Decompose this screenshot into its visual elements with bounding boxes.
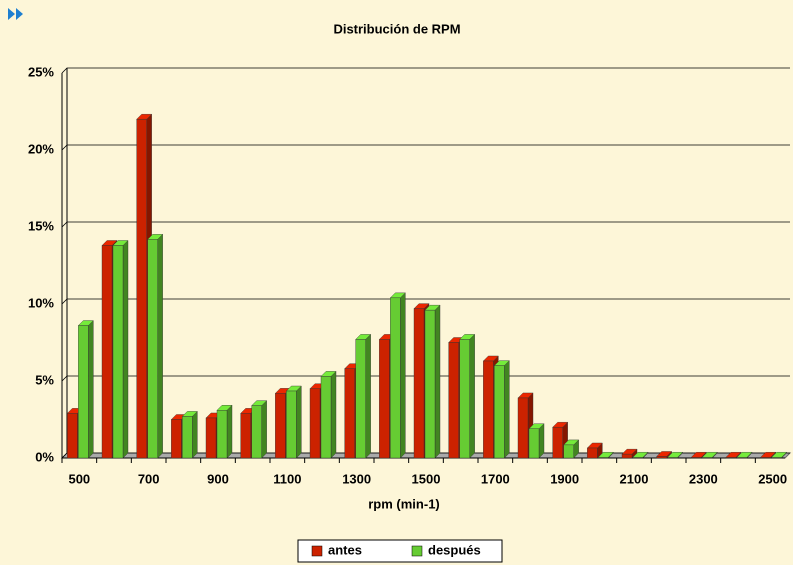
y-tick-label: 25% [28, 64, 54, 79]
bar-side [469, 333, 475, 459]
bar-side [365, 333, 371, 459]
legend-swatch [411, 545, 423, 557]
x-tick-label: 1100 [273, 471, 301, 486]
bar [494, 365, 505, 459]
bar [379, 339, 390, 459]
x-tick-label: 2100 [620, 471, 649, 486]
bar [587, 447, 598, 459]
bar [552, 427, 563, 459]
bar [320, 376, 332, 459]
bar [171, 419, 182, 459]
x-tick-label: 1500 [412, 471, 441, 486]
bar [563, 444, 574, 459]
bar [355, 339, 366, 459]
x-tick-label: 1700 [481, 471, 510, 486]
legend-label: después [428, 542, 481, 557]
bar [147, 239, 158, 459]
bar [656, 456, 667, 459]
y-tick-label: 10% [28, 295, 54, 310]
bar [205, 417, 217, 459]
bar [413, 308, 425, 459]
bar [286, 390, 297, 459]
bar-side [504, 360, 510, 459]
arrow-icon [8, 8, 23, 20]
bar [760, 457, 771, 459]
bar [67, 413, 78, 459]
x-tick-label: 2500 [758, 471, 787, 486]
y-tick-label: 5% [35, 372, 54, 387]
bar [78, 325, 89, 459]
bar-side [192, 410, 198, 459]
bar [309, 388, 321, 459]
bar-side [538, 423, 545, 459]
bar-side [226, 404, 233, 459]
bar [275, 393, 286, 459]
bar [424, 309, 436, 459]
bar [448, 342, 459, 459]
bar [691, 457, 702, 459]
bar [725, 457, 737, 459]
bar [390, 297, 401, 459]
bar-side [400, 292, 406, 459]
bar [483, 360, 494, 459]
y-axis [61, 68, 68, 458]
legend-swatch [311, 545, 323, 557]
bar-side [330, 370, 337, 459]
legend-label: antes [328, 542, 362, 557]
bar [101, 245, 113, 459]
legend [297, 539, 503, 563]
x-axis-title: rpm (min-1) [368, 496, 440, 511]
x-tick-label: 1900 [550, 471, 579, 486]
y-tick-label: 20% [28, 141, 54, 156]
bar [771, 457, 782, 459]
bar [136, 118, 147, 459]
bar [112, 245, 124, 459]
bar [517, 397, 529, 459]
bar [459, 339, 470, 459]
bar [251, 405, 262, 459]
x-tick-label: 500 [68, 471, 90, 486]
chart-title: Distribución de RPM [333, 21, 460, 36]
bar [528, 428, 540, 459]
bar [240, 413, 251, 459]
x-tick-label: 900 [207, 471, 229, 486]
bar-side [88, 320, 94, 459]
bar [621, 453, 633, 459]
y-tick-label: 15% [28, 218, 54, 233]
bar-side [434, 304, 441, 459]
bar [216, 410, 228, 459]
bar [182, 416, 193, 459]
bar-side [296, 385, 302, 459]
bar-side [261, 400, 267, 459]
bar [702, 457, 713, 459]
bar [344, 368, 355, 459]
x-tick-label: 700 [138, 471, 160, 486]
bar [632, 457, 644, 459]
bar-side [122, 239, 129, 459]
bar [667, 457, 678, 459]
x-tick-label: 2300 [689, 471, 718, 486]
bar-side [157, 233, 163, 459]
x-tick-label: 1300 [342, 471, 371, 486]
bar [736, 457, 748, 459]
y-tick-label: 0% [35, 449, 54, 464]
bar [598, 457, 609, 459]
